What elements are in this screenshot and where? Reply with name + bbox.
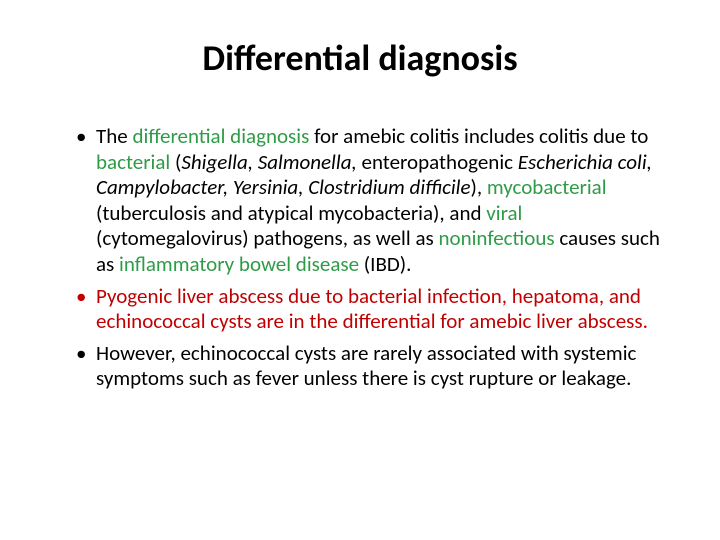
- bullet-1-text: for amebic colitis includes colitis due …: [314, 123, 648, 149]
- bullet-1-text: enteropathogenic: [362, 149, 518, 175]
- bullet-1-highlight: mycobacterial: [487, 174, 607, 200]
- bullet-1-text: ),: [471, 174, 487, 200]
- bullet-1-text: (IBD).: [364, 251, 412, 277]
- bullet-1-text: (tuberculosis and atypical mycobacteria)…: [96, 200, 486, 226]
- bullet-1: The differential diagnosis for amebic co…: [76, 124, 672, 278]
- bullet-2: Pyogenic liver abscess due to bacterial …: [76, 284, 672, 335]
- slide-title: Differential diagnosis: [48, 36, 672, 80]
- bullet-3: However, echinococcal cysts are rarely a…: [76, 341, 672, 392]
- bullet-1-highlight: inflammatory bowel disease: [119, 251, 364, 277]
- bullet-1-highlight: differential diagnosis: [132, 123, 314, 149]
- bullet-1-text: The: [96, 123, 132, 149]
- bullet-1-highlight: bacterial: [96, 149, 175, 175]
- bullet-1-text: (cytomegalovirus) pathogens, as well as: [96, 225, 438, 251]
- bullet-1-italic: Shigella, Salmonella,: [181, 149, 361, 175]
- bullet-1-highlight: noninfectious: [438, 225, 559, 251]
- bullet-1-highlight: viral: [486, 200, 522, 226]
- bullet-list: The differential diagnosis for amebic co…: [48, 124, 672, 392]
